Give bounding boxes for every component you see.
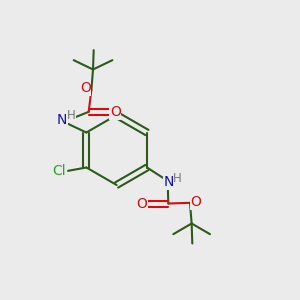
Text: Cl: Cl — [52, 164, 65, 178]
Text: O: O — [190, 195, 201, 209]
Text: O: O — [80, 81, 91, 95]
Text: H: H — [67, 109, 75, 122]
Text: O: O — [110, 105, 121, 119]
Text: N: N — [164, 176, 174, 190]
Text: N: N — [57, 113, 67, 127]
Text: O: O — [136, 196, 147, 211]
Text: H: H — [173, 172, 182, 185]
